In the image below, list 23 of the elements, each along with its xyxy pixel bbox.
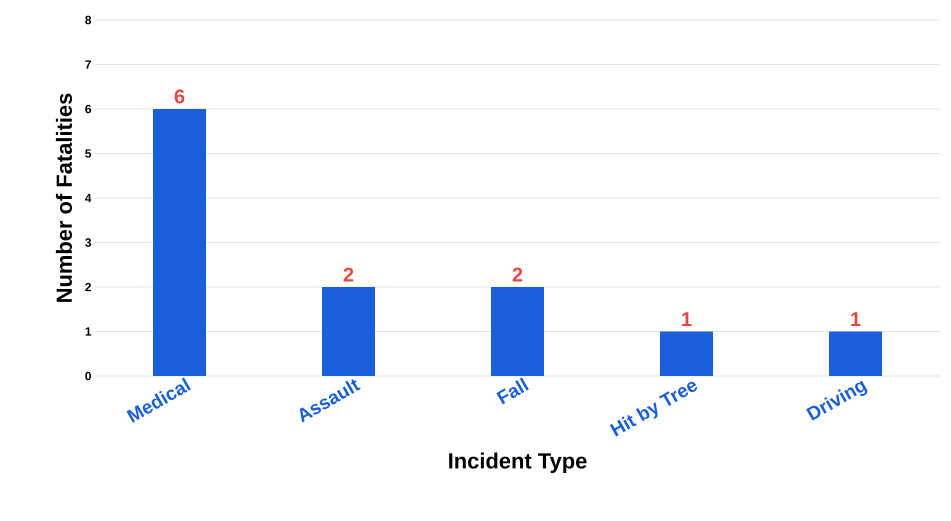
x-tick-label: Fall: [496, 377, 529, 404]
y-tick-label: 6: [85, 104, 92, 114]
y-axis-title: Number of Fatalities: [56, 94, 72, 302]
y-tick-label: 8: [85, 16, 92, 24]
x-tick-label: Hit by Tree: [610, 382, 698, 436]
y-tick-label: 3: [85, 238, 92, 247]
data-label: 2: [512, 268, 522, 282]
data-label: 1: [851, 312, 860, 326]
y-tick-label: 2: [85, 282, 92, 292]
bar: [153, 109, 206, 376]
data-label: 2: [344, 268, 354, 282]
y-tick-label: 0: [85, 372, 91, 380]
data-label: 6: [174, 89, 184, 104]
bar: [829, 332, 882, 376]
y-tick-label: 1: [86, 327, 92, 336]
x-axis-title: Incident Type: [449, 452, 587, 473]
bar: [660, 332, 714, 376]
y-tick-label: 5: [85, 149, 92, 158]
data-label: 1: [682, 312, 692, 326]
y-tick-label: 7: [85, 60, 91, 69]
bar: [322, 287, 376, 376]
y-tick-label: 4: [85, 194, 92, 202]
bar: [491, 287, 544, 376]
